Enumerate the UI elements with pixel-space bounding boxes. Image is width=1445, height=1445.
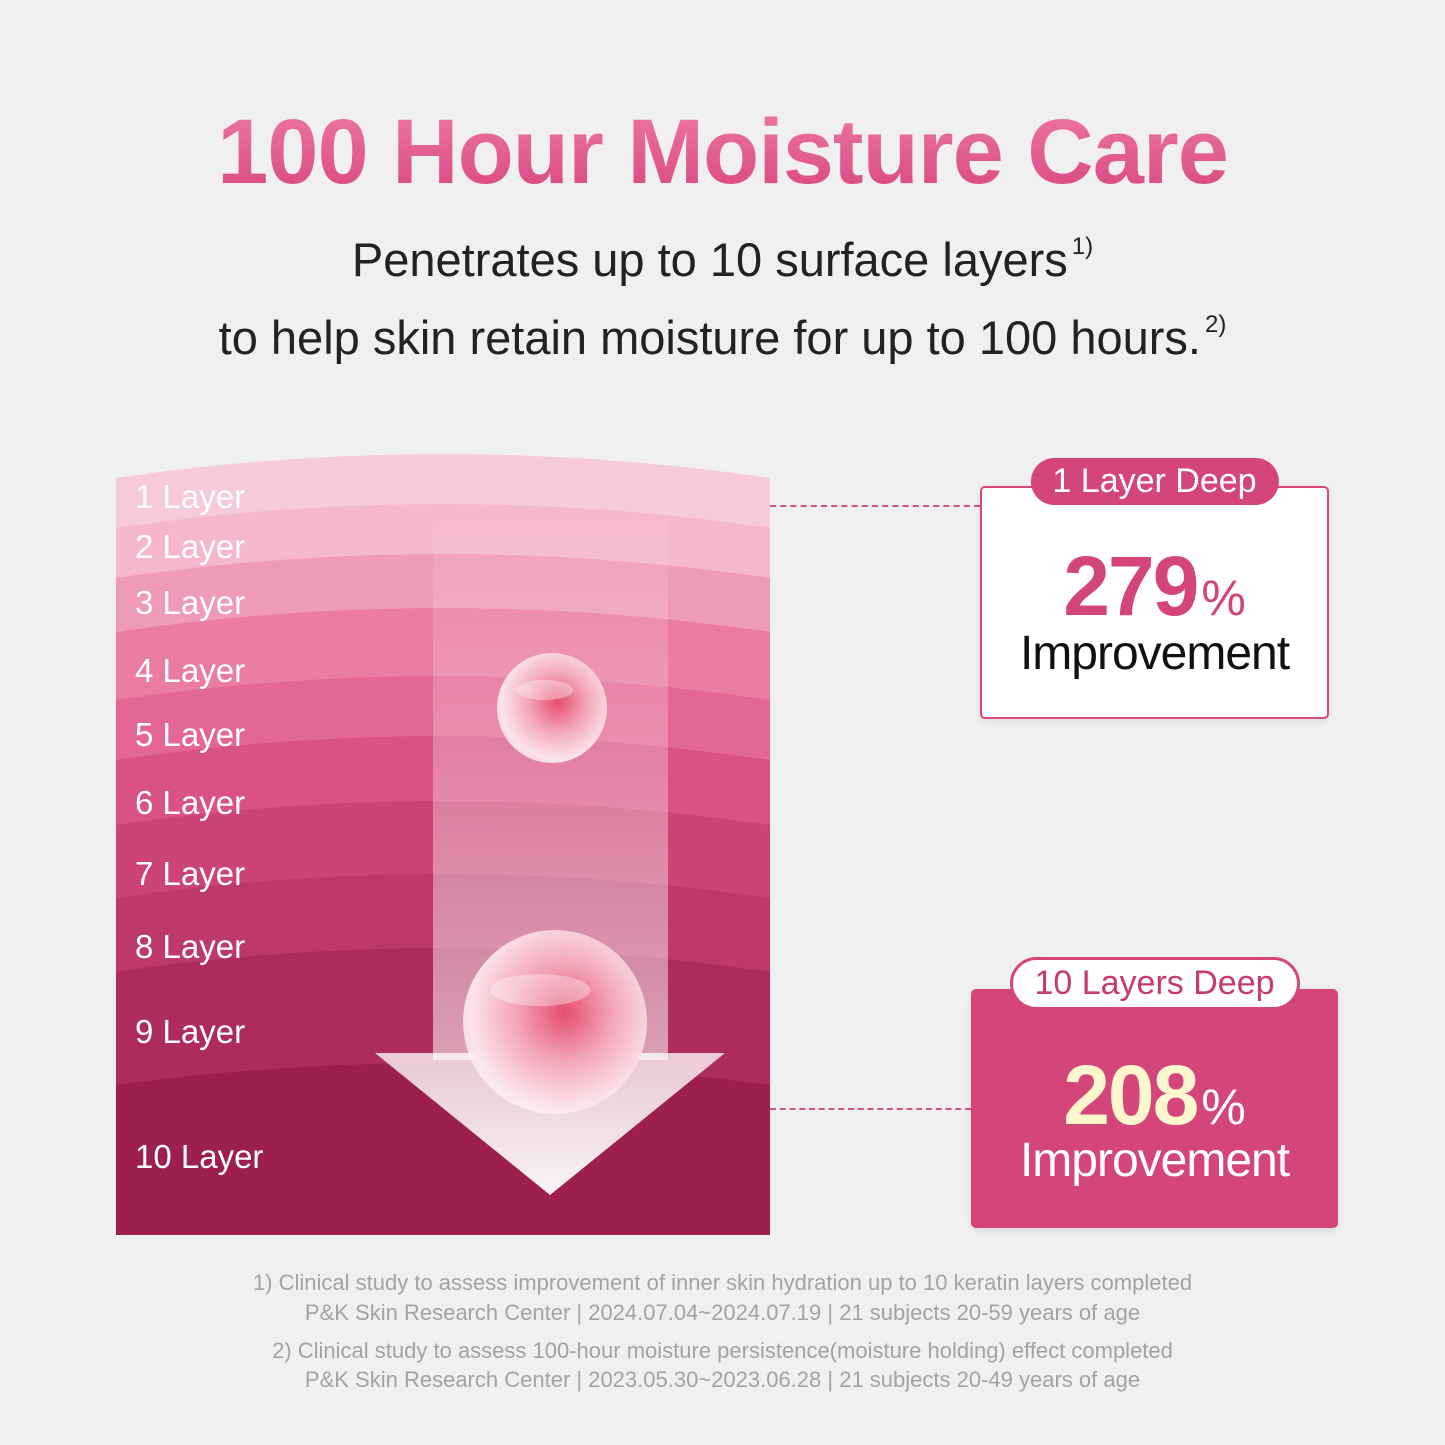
layer-label-6: 6 Layer <box>135 784 246 821</box>
moisture-droplet-large <box>463 930 647 1114</box>
layer-label-8: 8 Layer <box>135 928 246 965</box>
droplet-highlight <box>517 680 573 700</box>
value-number: 279 <box>1063 539 1199 633</box>
connector-line-1 <box>770 505 980 507</box>
footnote-2-line-1: 2) Clinical study to assess 100-hour moi… <box>272 1338 1173 1363</box>
subtitle-text-1: Penetrates up to 10 surface layers <box>351 233 1068 286</box>
moisture-droplet-small <box>497 653 607 763</box>
improvement-value: 208% <box>971 1047 1338 1144</box>
layer-label-4: 4 Layer <box>135 652 246 689</box>
layer-label-5: 5 Layer <box>135 716 246 753</box>
footnote-1-line-1: 1) Clinical study to assess improvement … <box>252 1270 1193 1295</box>
improvement-value: 279% <box>982 538 1327 635</box>
arrow-head-icon <box>375 1053 725 1195</box>
layer-label-1: 1 Layer <box>135 478 246 515</box>
footnote-1-line-2: P&K Skin Research Center | 2024.07.04~20… <box>304 1300 1141 1325</box>
value-unit: % <box>1201 1079 1246 1135</box>
layer-label-9: 9 Layer <box>135 1013 246 1050</box>
page-title: 100 Hour Moisture Care <box>0 100 1445 205</box>
value-unit: % <box>1201 570 1246 626</box>
result-card-10-layers: 10 Layers Deep 208% Improvement <box>971 957 1338 1228</box>
layer-label-7: 7 Layer <box>135 855 246 892</box>
layer-label-10: 10 Layer <box>135 1138 264 1175</box>
badge-1-layer-deep: 1 Layer Deep <box>1030 458 1279 505</box>
connector-line-10 <box>770 1108 971 1110</box>
footnote-2-line-2: P&K Skin Research Center | 2023.05.30~20… <box>304 1367 1141 1392</box>
droplet-highlight <box>490 974 590 1006</box>
badge-10-layers-deep: 10 Layers Deep <box>1009 957 1300 1010</box>
layer-label-2: 2 Layer <box>135 528 246 565</box>
footnote-ref-2: 2) <box>1204 311 1227 338</box>
subtitle-line-2: to help skin retain moisture for up to 1… <box>0 310 1445 365</box>
subtitle-line-1: Penetrates up to 10 surface layers 1) <box>0 232 1445 287</box>
improvement-label: Improvement <box>1019 627 1290 680</box>
footnote-ref-1: 1) <box>1071 233 1094 260</box>
value-number: 208 <box>1063 1048 1199 1142</box>
improvement-label: Improvement <box>1019 1134 1290 1187</box>
result-card-1-layer: 1 Layer Deep 279% Improvement <box>980 458 1329 719</box>
subtitle-text-2: to help skin retain moisture for up to 1… <box>218 311 1201 364</box>
layer-label-3: 3 Layer <box>135 584 246 621</box>
